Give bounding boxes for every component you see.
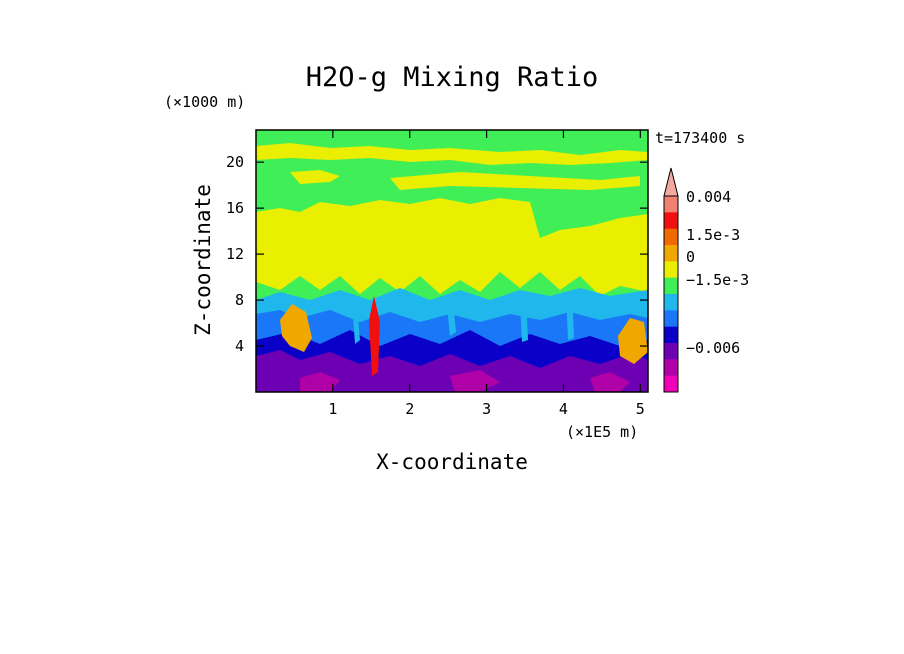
colorbar-label: 1.5e-3 [686,226,740,244]
time-label: t=173400 s [655,129,745,147]
y-axis: 4 8 12 16 20 [226,153,648,355]
colorbar-swatch [664,310,678,328]
y-unit-label: (×1000 m) [164,93,245,111]
y-axis-title: Z-coordinate [191,184,215,336]
colorbar-swatch [664,343,678,360]
y-tick-label: 20 [226,153,244,171]
colorbar-label: 0.004 [686,188,731,206]
x-tick-label: 3 [482,400,491,418]
y-tick-label: 4 [235,337,244,355]
x-tick-label: 2 [405,400,414,418]
chart-title: H2O-g Mixing Ratio [306,62,599,93]
plot-frame [255,129,649,393]
colorbar-label: 0 [686,248,695,266]
contour-field [256,130,648,392]
magenta-spots [300,370,630,392]
x-tick-label: 5 [636,400,645,418]
x-axis-title: X-coordinate [376,450,528,474]
yellow-streak-top [256,143,648,165]
y-tick-label: 8 [235,291,244,309]
colorbar-swatch [664,277,678,295]
x-axis: 1 2 3 4 5 [328,130,645,418]
purple-layer [256,350,648,392]
colorbar-labels: 0.004 1.5e-3 0 −1.5e-3 −0.006 [686,188,749,357]
colorbar-swatch [664,326,678,344]
colorbar-frame [663,195,679,393]
yellow-streak-mid [290,170,640,190]
colorbar [663,167,679,393]
x-tick-label: 1 [328,400,337,418]
y-tick-label: 16 [226,199,244,217]
orange-plume-right [618,318,648,364]
orange-plume-left [280,304,312,352]
y-tick-label: 12 [226,245,244,263]
colorbar-swatch [664,228,678,246]
colorbar-label: −0.006 [686,339,740,357]
colorbar-swatch [664,261,678,279]
colorbar-swatch [664,375,678,393]
colorbar-swatch [664,294,678,311]
colorbar-arrow [663,167,679,197]
red-plume-center [369,296,380,376]
colorbar-swatch [664,245,678,262]
yellow-belt [256,198,648,296]
colorbar-swatch [664,359,678,377]
colorbar-swatch [664,196,678,213]
x-unit-label: (×1E5 m) [566,423,638,441]
colorbar-label: −1.5e-3 [686,271,749,289]
x-tick-label: 4 [559,400,568,418]
colorbar-swatch [664,212,678,230]
